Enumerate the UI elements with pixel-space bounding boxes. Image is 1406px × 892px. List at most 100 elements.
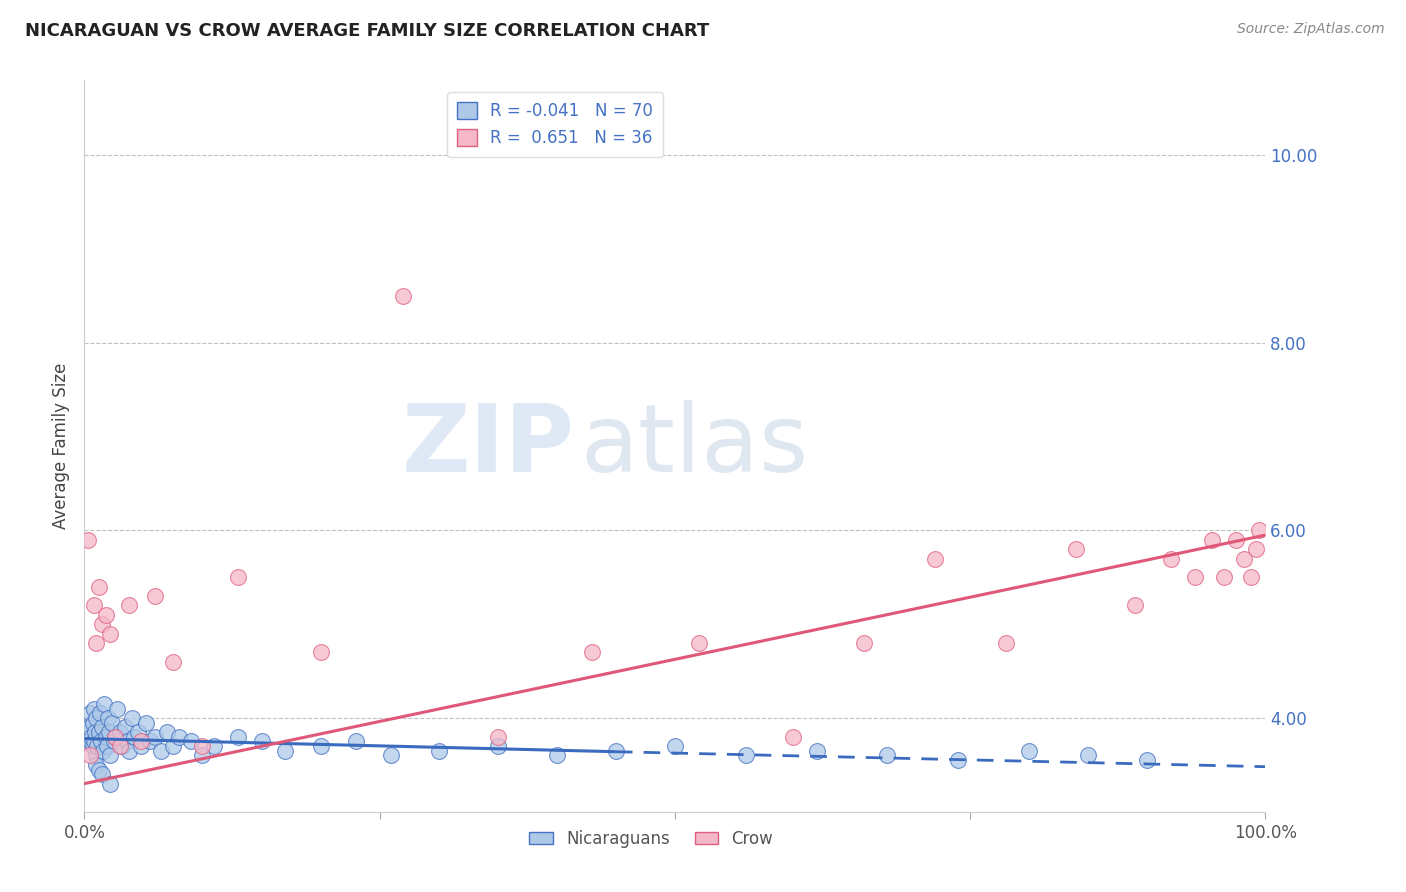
Point bbox=[782, 730, 804, 744]
Point bbox=[98, 626, 121, 640]
Point bbox=[427, 744, 450, 758]
Point bbox=[122, 730, 145, 744]
Point bbox=[1136, 753, 1159, 767]
Point bbox=[180, 734, 202, 748]
Point bbox=[162, 655, 184, 669]
Point bbox=[103, 734, 125, 748]
Point bbox=[581, 645, 603, 659]
Point bbox=[202, 739, 225, 753]
Point bbox=[129, 739, 152, 753]
Point bbox=[84, 725, 107, 739]
Point bbox=[115, 734, 138, 748]
Point bbox=[380, 748, 402, 763]
Point bbox=[546, 748, 568, 763]
Point bbox=[274, 744, 297, 758]
Text: ZIP: ZIP bbox=[402, 400, 575, 492]
Point bbox=[1066, 542, 1088, 557]
Point bbox=[87, 725, 110, 739]
Text: NICARAGUAN VS CROW AVERAGE FAMILY SIZE CORRELATION CHART: NICARAGUAN VS CROW AVERAGE FAMILY SIZE C… bbox=[25, 22, 710, 40]
Point bbox=[150, 744, 173, 758]
Point bbox=[82, 739, 104, 753]
Point bbox=[118, 744, 141, 758]
Point bbox=[226, 570, 249, 584]
Point bbox=[250, 734, 273, 748]
Text: atlas: atlas bbox=[581, 400, 808, 492]
Point bbox=[97, 711, 120, 725]
Point bbox=[309, 645, 332, 659]
Point bbox=[344, 734, 367, 748]
Point bbox=[96, 739, 118, 753]
Point bbox=[162, 739, 184, 753]
Point bbox=[84, 757, 107, 772]
Point bbox=[143, 589, 166, 603]
Point bbox=[98, 748, 121, 763]
Point bbox=[806, 744, 828, 758]
Text: Source: ZipAtlas.com: Source: ZipAtlas.com bbox=[1237, 22, 1385, 37]
Point bbox=[107, 701, 129, 715]
Point bbox=[98, 725, 121, 739]
Point bbox=[94, 814, 117, 829]
Point bbox=[994, 636, 1017, 650]
Point bbox=[392, 289, 415, 303]
Point bbox=[191, 739, 214, 753]
Point bbox=[87, 763, 110, 777]
Point bbox=[486, 730, 509, 744]
Point bbox=[1077, 748, 1099, 763]
Point bbox=[1018, 744, 1040, 758]
Point bbox=[108, 725, 131, 739]
Point bbox=[118, 599, 141, 613]
Point bbox=[104, 730, 127, 744]
Point bbox=[79, 706, 101, 721]
Point bbox=[84, 748, 107, 763]
Point bbox=[486, 739, 509, 753]
Point bbox=[852, 636, 875, 650]
Point bbox=[80, 730, 103, 744]
Point bbox=[79, 734, 101, 748]
Point bbox=[89, 706, 111, 721]
Point bbox=[664, 739, 686, 753]
Point bbox=[114, 720, 136, 734]
Point bbox=[77, 533, 100, 547]
Point bbox=[191, 748, 214, 763]
Point bbox=[91, 720, 114, 734]
Point bbox=[167, 730, 190, 744]
Point bbox=[111, 739, 134, 753]
Point bbox=[1125, 599, 1147, 613]
Point bbox=[143, 730, 166, 744]
Point bbox=[1160, 551, 1182, 566]
Point bbox=[226, 730, 249, 744]
Point bbox=[924, 551, 946, 566]
Point bbox=[1244, 542, 1267, 557]
Point bbox=[734, 748, 756, 763]
Point bbox=[1201, 533, 1223, 547]
Point bbox=[1213, 570, 1236, 584]
Point bbox=[79, 748, 101, 763]
Point bbox=[1249, 524, 1271, 538]
Point bbox=[127, 725, 149, 739]
Point bbox=[309, 739, 332, 753]
Point bbox=[139, 734, 162, 748]
Point bbox=[1184, 570, 1206, 584]
Point bbox=[90, 734, 112, 748]
Point bbox=[91, 744, 114, 758]
Point bbox=[98, 776, 121, 790]
Point bbox=[83, 599, 105, 613]
Point bbox=[876, 748, 898, 763]
Point bbox=[86, 739, 108, 753]
Point bbox=[135, 715, 157, 730]
Point bbox=[948, 753, 970, 767]
Point bbox=[94, 607, 117, 622]
Point bbox=[82, 715, 104, 730]
Point bbox=[84, 711, 107, 725]
Legend: Nicaraguans, Crow: Nicaraguans, Crow bbox=[523, 823, 780, 855]
Point bbox=[84, 636, 107, 650]
Point bbox=[605, 744, 627, 758]
Point bbox=[104, 730, 127, 744]
Point bbox=[94, 730, 117, 744]
Point bbox=[1225, 533, 1247, 547]
Point bbox=[87, 580, 110, 594]
Point bbox=[77, 720, 100, 734]
Point bbox=[108, 739, 131, 753]
Point bbox=[93, 697, 115, 711]
Point bbox=[156, 725, 179, 739]
